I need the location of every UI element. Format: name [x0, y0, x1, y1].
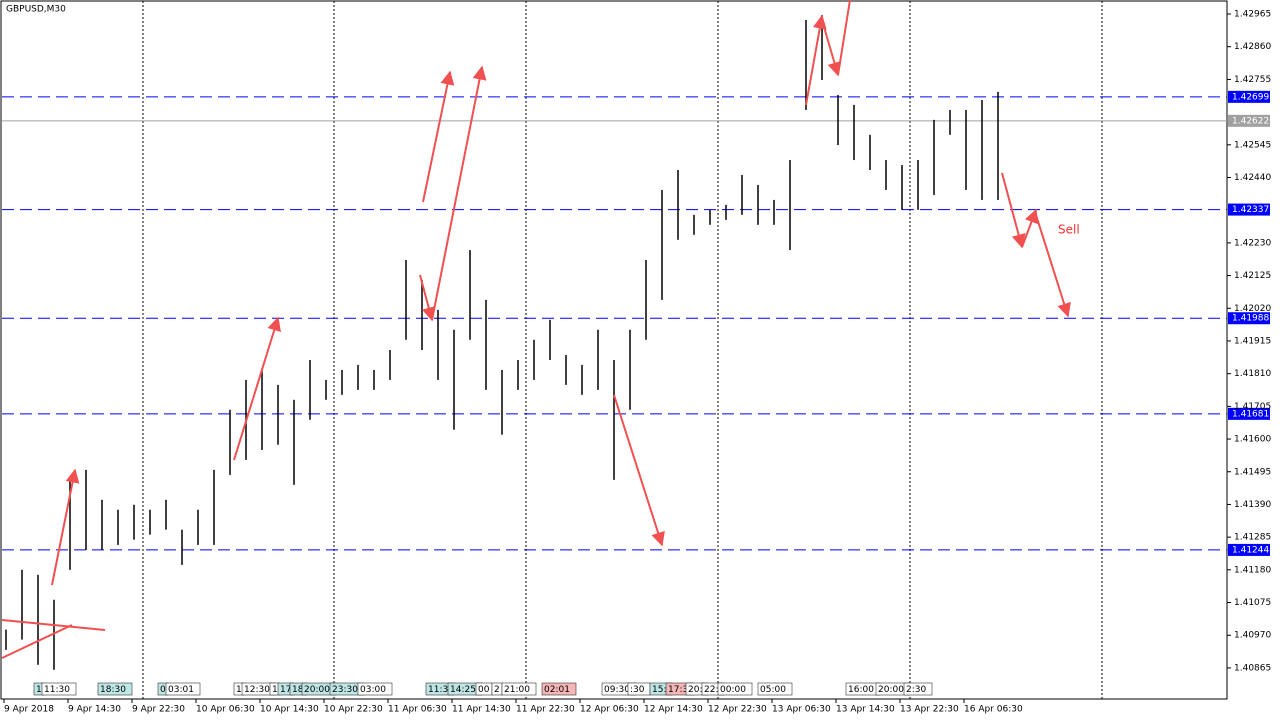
time-badge-label: 1	[272, 685, 278, 695]
time-badge	[165, 682, 201, 696]
time-badge-label: 0	[160, 685, 166, 695]
y-tick-label: 1.41075	[1234, 598, 1271, 608]
y-tick-label: 1.42440	[1234, 173, 1271, 183]
y-tick-label: 1.41390	[1234, 500, 1271, 510]
time-badge-label: 20:00	[878, 685, 904, 695]
annotations	[1, 0, 1071, 659]
time-badge	[41, 682, 77, 696]
chart-title: GBPUSD,M30	[6, 5, 66, 15]
time-badge-label: 16:00	[848, 685, 874, 695]
y-tick-label: 1.42230	[1234, 238, 1271, 248]
time-badge-label: 11:3	[428, 685, 448, 695]
time-badge-label: 2	[494, 685, 500, 695]
x-tick-label: 13 Apr 06:30	[772, 705, 831, 715]
y-tick-label: 1.41915	[1234, 336, 1271, 346]
x-tick-label: 9 Apr 14:30	[68, 705, 121, 715]
time-badge-label: 00:00	[720, 685, 746, 695]
y-tick-label: 1.40970	[1234, 631, 1271, 641]
y-tick-label: 1.40865	[1234, 663, 1271, 673]
y-tick-label: 1.41285	[1234, 533, 1271, 543]
time-badge-label: 18	[292, 685, 304, 695]
x-tick-label: 11 Apr 06:30	[388, 705, 447, 715]
level-label: 1.42622	[1232, 116, 1269, 126]
y-tick-label: 1.41180	[1234, 565, 1271, 575]
time-badge	[357, 682, 393, 696]
x-tick-label: 11 Apr 14:30	[452, 705, 511, 715]
level-label-box	[1228, 90, 1270, 103]
time-badge-label: 11:30	[44, 685, 70, 695]
time-badge-label: 09:30	[604, 685, 630, 695]
x-tick-label: 10 Apr 06:30	[196, 705, 255, 715]
y-tick-label: 1.42965	[1234, 10, 1271, 20]
time-badge	[97, 682, 133, 696]
time-badge-label: 22:	[704, 685, 718, 695]
time-badge	[501, 682, 537, 696]
y-tick-label: 1.42125	[1234, 271, 1271, 281]
time-badge-label: 15:	[652, 685, 666, 695]
time-badge	[541, 682, 577, 696]
level-label-box	[1228, 312, 1270, 325]
level-label: 1.41988	[1232, 314, 1269, 324]
time-badge-label: 14:25	[450, 685, 476, 695]
x-tick-label: 10 Apr 14:30	[260, 705, 319, 715]
time-badge-label: 00	[478, 685, 490, 695]
y-tick-label: 1.41495	[1234, 467, 1271, 477]
time-badge-label: 1	[36, 685, 42, 695]
level-label-box	[1228, 203, 1270, 216]
x-tick-label: 16 Apr 06:30	[964, 705, 1023, 715]
y-tick-label: 1.42755	[1234, 75, 1271, 85]
time-badge-label: 17	[280, 685, 291, 695]
time-badge-label: 03:01	[168, 685, 194, 695]
y-tick-label: 1.42545	[1234, 140, 1271, 150]
x-tick-label: 12 Apr 06:30	[580, 705, 639, 715]
y-tick-label: 1.41705	[1234, 402, 1271, 412]
time-badge-label: 20:	[688, 685, 702, 695]
y-tick-label: 1.42860	[1234, 42, 1271, 52]
y-tick-label: 1.42020	[1234, 304, 1271, 314]
x-tick-label: 13 Apr 14:30	[836, 705, 895, 715]
time-badge-label: 2:30	[906, 685, 926, 695]
time-badge-label: 23:30	[332, 685, 358, 695]
level-label-box	[1228, 407, 1270, 420]
time-badge-label: 05:00	[760, 685, 786, 695]
y-tick-label: 1.41810	[1234, 369, 1271, 379]
time-badge	[757, 682, 793, 696]
time-badge-label: 17:3	[668, 685, 688, 695]
day-separators	[142, 1, 1103, 699]
time-badge-label: 03:00	[360, 685, 386, 695]
time-badge-label: 1	[236, 685, 242, 695]
time-badge-label: 21:00	[504, 685, 530, 695]
level-label: 1.42699	[1232, 92, 1269, 102]
time-badge-label: 20:00	[304, 685, 330, 695]
time-badge	[903, 682, 933, 696]
x-tick-label: 13 Apr 22:30	[900, 705, 959, 715]
x-tick-label: 12 Apr 22:30	[708, 705, 767, 715]
x-tick-label: 9 Apr 2018	[4, 705, 54, 715]
y-tick-label: 1.41600	[1234, 435, 1271, 445]
time-badge	[717, 682, 753, 696]
time-badge-label: :30	[630, 685, 645, 695]
plot-frame	[0, 0, 1228, 700]
level-label-box	[1228, 114, 1270, 127]
x-tick-label: 9 Apr 22:30	[132, 705, 185, 715]
x-tick-label: 11 Apr 22:30	[516, 705, 575, 715]
level-label: 1.42337	[1232, 205, 1269, 215]
x-tick-label: 12 Apr 14:30	[644, 705, 703, 715]
time-badge-label: 18:30	[100, 685, 126, 695]
time-badge-label: 02:01	[544, 685, 570, 695]
sell-annotation: Sell	[1058, 223, 1080, 237]
time-badge-label: 12:30	[244, 685, 270, 695]
level-label: 1.41244	[1232, 545, 1269, 555]
level-label-box	[1228, 543, 1270, 556]
level-label: 1.41681	[1232, 409, 1269, 419]
x-tick-label: 10 Apr 22:30	[324, 705, 383, 715]
